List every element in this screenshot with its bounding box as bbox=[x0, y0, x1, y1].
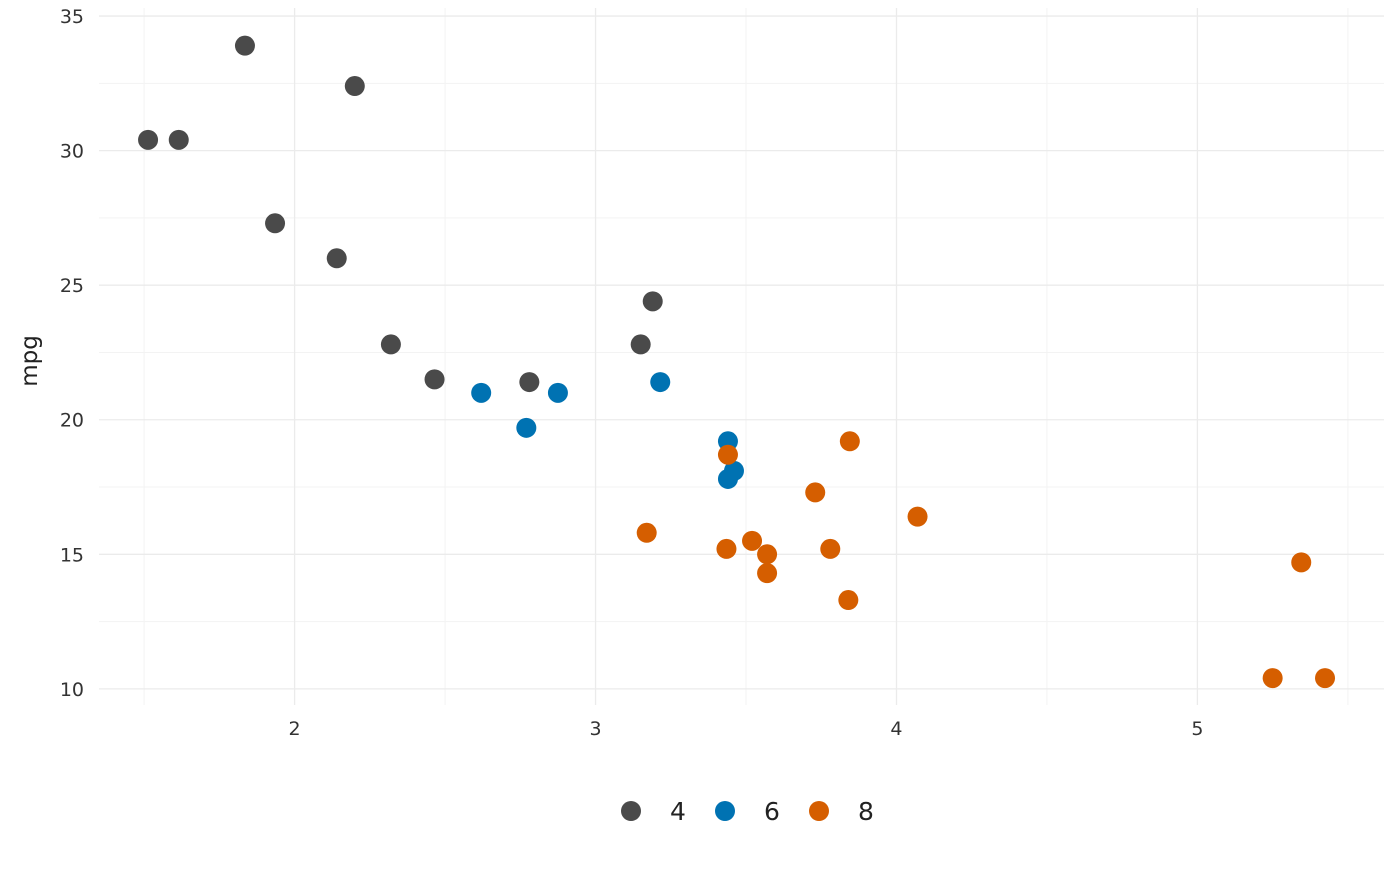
data-point-cyl-8 bbox=[716, 538, 737, 559]
data-point-cyl-6 bbox=[516, 417, 537, 438]
data-point-cyl-4 bbox=[265, 213, 286, 234]
y-tick-label: 15 bbox=[60, 544, 84, 566]
data-point-cyl-8 bbox=[757, 563, 778, 584]
major-gridlines bbox=[99, 8, 1384, 705]
data-point-cyl-8 bbox=[820, 538, 841, 559]
data-point-cyl-4 bbox=[326, 248, 347, 269]
y-axis-tick-labels: 10 15 20 25 30 35 bbox=[60, 6, 84, 701]
data-point-cyl-8 bbox=[757, 544, 778, 565]
data-point-cyl-4 bbox=[168, 129, 189, 150]
data-point-cyl-6 bbox=[723, 460, 744, 481]
data-point-cyl-4 bbox=[380, 334, 401, 355]
data-point-cyl-4 bbox=[519, 372, 540, 393]
y-tick-label: 20 bbox=[60, 410, 84, 432]
data-point-cyl-8 bbox=[1315, 668, 1336, 689]
data-points bbox=[138, 35, 1336, 689]
legend-key-8 bbox=[809, 801, 829, 821]
x-axis-tick-labels: 2 3 4 5 bbox=[289, 718, 1204, 740]
x-tick-label: 5 bbox=[1191, 718, 1203, 740]
data-point-cyl-4 bbox=[424, 369, 445, 390]
data-point-cyl-8 bbox=[838, 590, 859, 611]
y-tick-label: 35 bbox=[60, 6, 84, 28]
x-tick-label: 4 bbox=[890, 718, 902, 740]
data-point-cyl-8 bbox=[1291, 552, 1312, 573]
legend-key-6 bbox=[715, 801, 735, 821]
x-tick-label: 2 bbox=[289, 718, 301, 740]
legend: 4 6 8 bbox=[621, 797, 874, 826]
y-tick-label: 25 bbox=[60, 275, 84, 297]
data-point-cyl-6 bbox=[471, 382, 492, 403]
data-point-cyl-6 bbox=[650, 372, 671, 393]
data-point-cyl-8 bbox=[742, 530, 763, 551]
data-point-cyl-4 bbox=[344, 76, 365, 97]
data-point-cyl-4 bbox=[138, 129, 159, 150]
data-point-cyl-8 bbox=[717, 444, 738, 465]
legend-key-4 bbox=[621, 801, 641, 821]
legend-label: 6 bbox=[764, 797, 780, 826]
data-point-cyl-8 bbox=[1262, 668, 1283, 689]
data-point-cyl-4 bbox=[234, 35, 255, 56]
x-tick-label: 3 bbox=[589, 718, 601, 740]
y-tick-label: 10 bbox=[60, 679, 84, 701]
data-point-cyl-4 bbox=[642, 291, 663, 312]
minor-gridlines bbox=[99, 8, 1384, 705]
data-point-cyl-8 bbox=[805, 482, 826, 503]
data-point-cyl-8 bbox=[907, 506, 928, 527]
legend-label: 8 bbox=[858, 797, 874, 826]
y-axis-label: mpg bbox=[17, 335, 43, 387]
data-point-cyl-4 bbox=[630, 334, 651, 355]
data-point-cyl-6 bbox=[547, 382, 568, 403]
data-point-cyl-8 bbox=[839, 431, 860, 452]
data-point-cyl-8 bbox=[636, 522, 657, 543]
y-tick-label: 30 bbox=[60, 141, 84, 163]
legend-label: 4 bbox=[670, 797, 686, 826]
